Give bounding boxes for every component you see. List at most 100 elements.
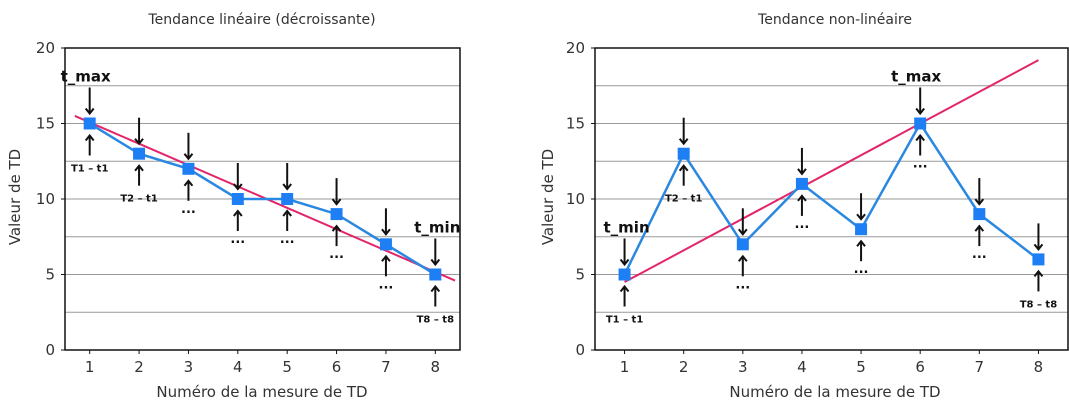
nonlinear-trend-chart: Tendance non-linéaire Valeur de TD Numér… bbox=[539, 12, 1069, 401]
down-arrow-icon bbox=[1033, 223, 1044, 252]
arrow-head bbox=[430, 258, 441, 267]
x-tick-label: 8 bbox=[1034, 358, 1044, 376]
y-tick-label: 0 bbox=[45, 341, 55, 359]
y-tick-label: 5 bbox=[575, 266, 585, 284]
x-tick-label: 4 bbox=[233, 358, 243, 376]
data-point bbox=[281, 193, 294, 205]
ellipsis-label: ... bbox=[735, 277, 750, 292]
arrow-head bbox=[1033, 269, 1044, 278]
up-arrow-icon bbox=[183, 179, 194, 201]
point-label: T2 – t1 bbox=[120, 194, 158, 205]
y-tick-label: 15 bbox=[566, 115, 585, 133]
arrow-head bbox=[134, 164, 144, 172]
data-point bbox=[973, 208, 986, 221]
y-tick-label: 20 bbox=[566, 39, 585, 57]
arrow-head bbox=[974, 198, 985, 206]
point-label: T1 – t1 bbox=[606, 315, 644, 326]
point-label: T2 – t1 bbox=[665, 194, 703, 205]
point-label: T8 – t8 bbox=[1020, 299, 1058, 310]
arrow-head bbox=[381, 228, 391, 236]
down-arrow-icon bbox=[282, 163, 292, 191]
data-point bbox=[330, 208, 343, 221]
x-tick-label: 5 bbox=[856, 358, 866, 376]
data-point bbox=[855, 223, 868, 236]
point-label: T1 – t1 bbox=[71, 164, 109, 175]
ellipsis-label: ... bbox=[181, 202, 196, 217]
y-axis-label: Valeur de TD bbox=[539, 149, 557, 245]
up-arrow-icon bbox=[381, 254, 391, 277]
data-point bbox=[914, 117, 927, 130]
up-arrow-icon bbox=[134, 164, 144, 186]
point-label: T8 – t8 bbox=[417, 315, 455, 326]
ellipsis-label: ... bbox=[795, 217, 810, 232]
y-axis-label: Valeur de TD bbox=[6, 149, 24, 245]
arrow-head bbox=[619, 258, 630, 267]
arrow-head bbox=[856, 213, 866, 221]
x-tick-label: 1 bbox=[85, 358, 95, 376]
down-arrow-icon bbox=[381, 208, 391, 236]
arrow-head bbox=[678, 138, 689, 146]
down-arrow-icon bbox=[331, 178, 342, 206]
x-tick-label: 5 bbox=[282, 358, 292, 376]
y-tick-label: 20 bbox=[36, 39, 55, 57]
up-arrow-icon bbox=[856, 239, 866, 262]
ellipsis-label: ... bbox=[230, 232, 245, 247]
t-max-label: t_max bbox=[61, 68, 111, 86]
x-axis-label: Numéro de la mesure de TD bbox=[156, 383, 367, 401]
data-point bbox=[677, 147, 690, 160]
up-arrow-icon bbox=[430, 284, 441, 307]
down-arrow-icon bbox=[974, 178, 985, 206]
arrow-head bbox=[797, 194, 807, 202]
t-max-label: t_max bbox=[891, 68, 941, 86]
arrow-head bbox=[974, 224, 985, 232]
arrow-head bbox=[233, 209, 243, 217]
x-tick-label: 2 bbox=[134, 358, 144, 376]
ellipsis-label: ... bbox=[972, 247, 987, 262]
arrow-head bbox=[183, 179, 194, 187]
up-arrow-icon bbox=[797, 194, 807, 216]
x-tick-label: 6 bbox=[332, 358, 342, 376]
arrow-head bbox=[1033, 243, 1044, 252]
arrow-head bbox=[84, 107, 95, 116]
x-tick-label: 6 bbox=[915, 358, 925, 376]
arrow-head bbox=[797, 168, 807, 176]
up-arrow-icon bbox=[331, 224, 342, 247]
down-arrow-icon bbox=[183, 132, 194, 161]
arrow-head bbox=[183, 153, 194, 161]
y-tick-label: 10 bbox=[566, 190, 585, 208]
x-tick-label: 4 bbox=[797, 358, 807, 376]
linear-trend-chart: Tendance linéaire (décroissante) Valeur … bbox=[6, 12, 461, 401]
down-arrow-icon bbox=[856, 193, 866, 221]
x-tick-label: 1 bbox=[620, 358, 630, 376]
t-min-label: t_min bbox=[414, 219, 460, 237]
y-tick-label: 10 bbox=[36, 190, 55, 208]
ellipsis-label: ... bbox=[913, 157, 928, 172]
up-arrow-icon bbox=[282, 209, 292, 231]
data-series-line bbox=[89, 122, 436, 276]
down-arrow-icon bbox=[738, 208, 748, 236]
arrow-head bbox=[738, 228, 748, 236]
arrow-head bbox=[430, 284, 441, 293]
down-arrow-icon bbox=[619, 238, 630, 267]
x-tick-label: 2 bbox=[679, 358, 689, 376]
arrow-head bbox=[619, 284, 630, 293]
up-arrow-icon bbox=[974, 224, 985, 247]
x-tick-label: 7 bbox=[975, 358, 985, 376]
y-tick-label: 5 bbox=[45, 266, 55, 284]
arrow-head bbox=[282, 209, 292, 217]
arrow-head bbox=[915, 107, 925, 116]
trend-line bbox=[624, 59, 1039, 283]
arrow-head bbox=[282, 183, 292, 191]
down-arrow-icon bbox=[134, 117, 144, 146]
y-tick-label: 0 bbox=[575, 341, 585, 359]
data-point bbox=[795, 177, 808, 190]
arrow-head bbox=[84, 133, 95, 142]
arrow-head bbox=[233, 183, 243, 191]
y-tick-label: 15 bbox=[36, 115, 55, 133]
x-tick-label: 3 bbox=[738, 358, 748, 376]
x-axis-label: Numéro de la mesure de TD bbox=[729, 383, 940, 401]
arrow-head bbox=[331, 224, 342, 232]
data-point bbox=[379, 238, 392, 251]
ellipsis-label: ... bbox=[379, 277, 394, 292]
up-arrow-icon bbox=[678, 164, 689, 186]
